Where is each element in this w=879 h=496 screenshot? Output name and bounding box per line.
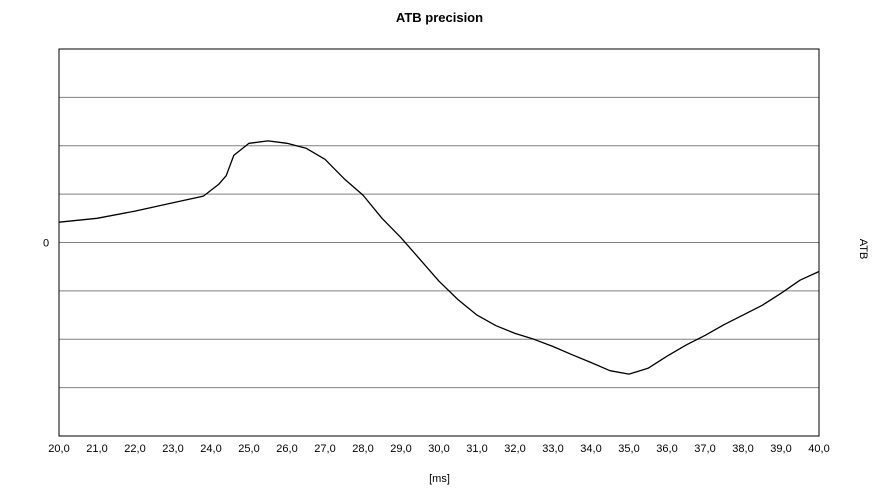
y-tick-label: 0 <box>43 238 49 250</box>
x-tick-label: 36,0 <box>656 443 677 455</box>
x-tick-label: 24,0 <box>200 443 221 455</box>
x-tick-label: 40,0 <box>808 443 829 455</box>
series-layer <box>58 140 820 375</box>
y-axis-label: ATB <box>857 238 869 260</box>
chart-title: ATB precision <box>395 10 484 25</box>
x-tick-label: 31,0 <box>466 443 487 455</box>
x-tick-label: 35,0 <box>618 443 639 455</box>
x-tick-label: 39,0 <box>770 443 791 455</box>
x-axis-label: [ms] <box>429 473 450 485</box>
x-tick-label: 23,0 <box>162 443 183 455</box>
tick-layer: 20,0 21,0 22,0 23,0 24,0 25,0 26,0 27,0 28,0 29,0… <box>43 238 830 456</box>
x-tick-label: 33,0 <box>542 443 563 455</box>
x-tick-label: 38,0 <box>732 443 753 455</box>
x-tick-label: 30,0 <box>428 443 449 455</box>
x-tick-label: 37,0 <box>694 443 715 455</box>
x-tick-label: 25,0 <box>238 443 259 455</box>
x-tick-label: 20,0 <box>48 443 69 455</box>
plot-frame <box>58 48 820 437</box>
x-tick-label: 22,0 <box>124 443 145 455</box>
x-tick-label: 21,0 <box>86 443 107 455</box>
x-tick-label: 34,0 <box>580 443 601 455</box>
x-tick-label: 27,0 <box>314 443 335 455</box>
grid-layer <box>59 96 819 389</box>
x-tick-label: 32,0 <box>504 443 525 455</box>
x-tick-label: 28,0 <box>352 443 373 455</box>
x-tick-label: 26,0 <box>276 443 297 455</box>
series-line <box>58 140 820 375</box>
x-tick-label: 29,0 <box>390 443 411 455</box>
